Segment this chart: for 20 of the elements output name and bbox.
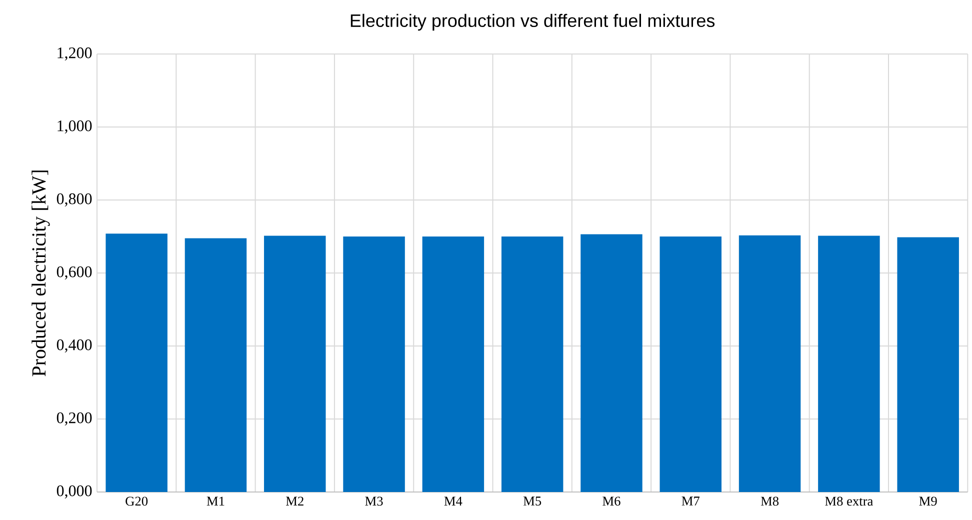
chart-title: Electricity production vs different fuel mixtures	[350, 14, 715, 31]
x-tick-label: M1	[206, 496, 224, 506]
x-tick-label: M8 extra	[825, 496, 873, 506]
x-tick-label: M4	[444, 496, 462, 506]
y-axis-title: Produced electricity [kW]	[32, 170, 50, 376]
y-tick-label: 0,200	[56, 412, 92, 426]
x-tick-label: M6	[602, 496, 620, 506]
x-tick-label: M2	[286, 496, 304, 506]
y-tick-label: 0,000	[56, 485, 92, 499]
y-tick-label: 1,200	[58, 47, 92, 61]
x-tick-label: M8	[760, 496, 779, 506]
y-tick-label: 1,000	[58, 120, 92, 134]
y-tick-label: 0,800	[56, 193, 92, 207]
x-tick-label: G20	[126, 496, 148, 506]
x-tick-label: M9	[919, 496, 937, 506]
y-tick-label: 0,600	[56, 266, 92, 280]
x-tick-label: M5	[523, 496, 542, 506]
y-tick-label: 0,400	[56, 339, 92, 353]
x-tick-label: M7	[682, 496, 700, 506]
x-tick-label: M3	[365, 496, 383, 506]
